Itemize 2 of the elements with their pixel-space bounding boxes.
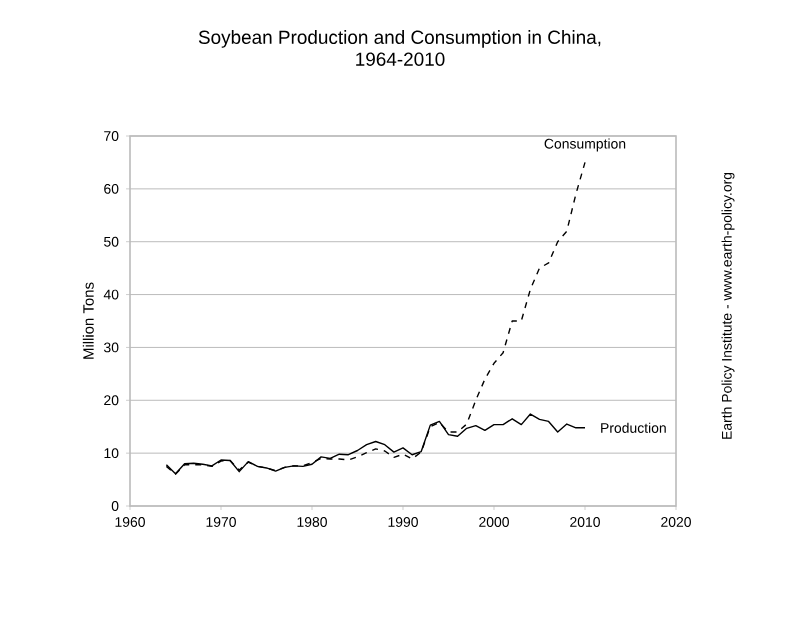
chart-subtitle: 1964-2010 [356,52,445,66]
chart-title: Soybean Production and Consumption in China, [198,30,601,48]
